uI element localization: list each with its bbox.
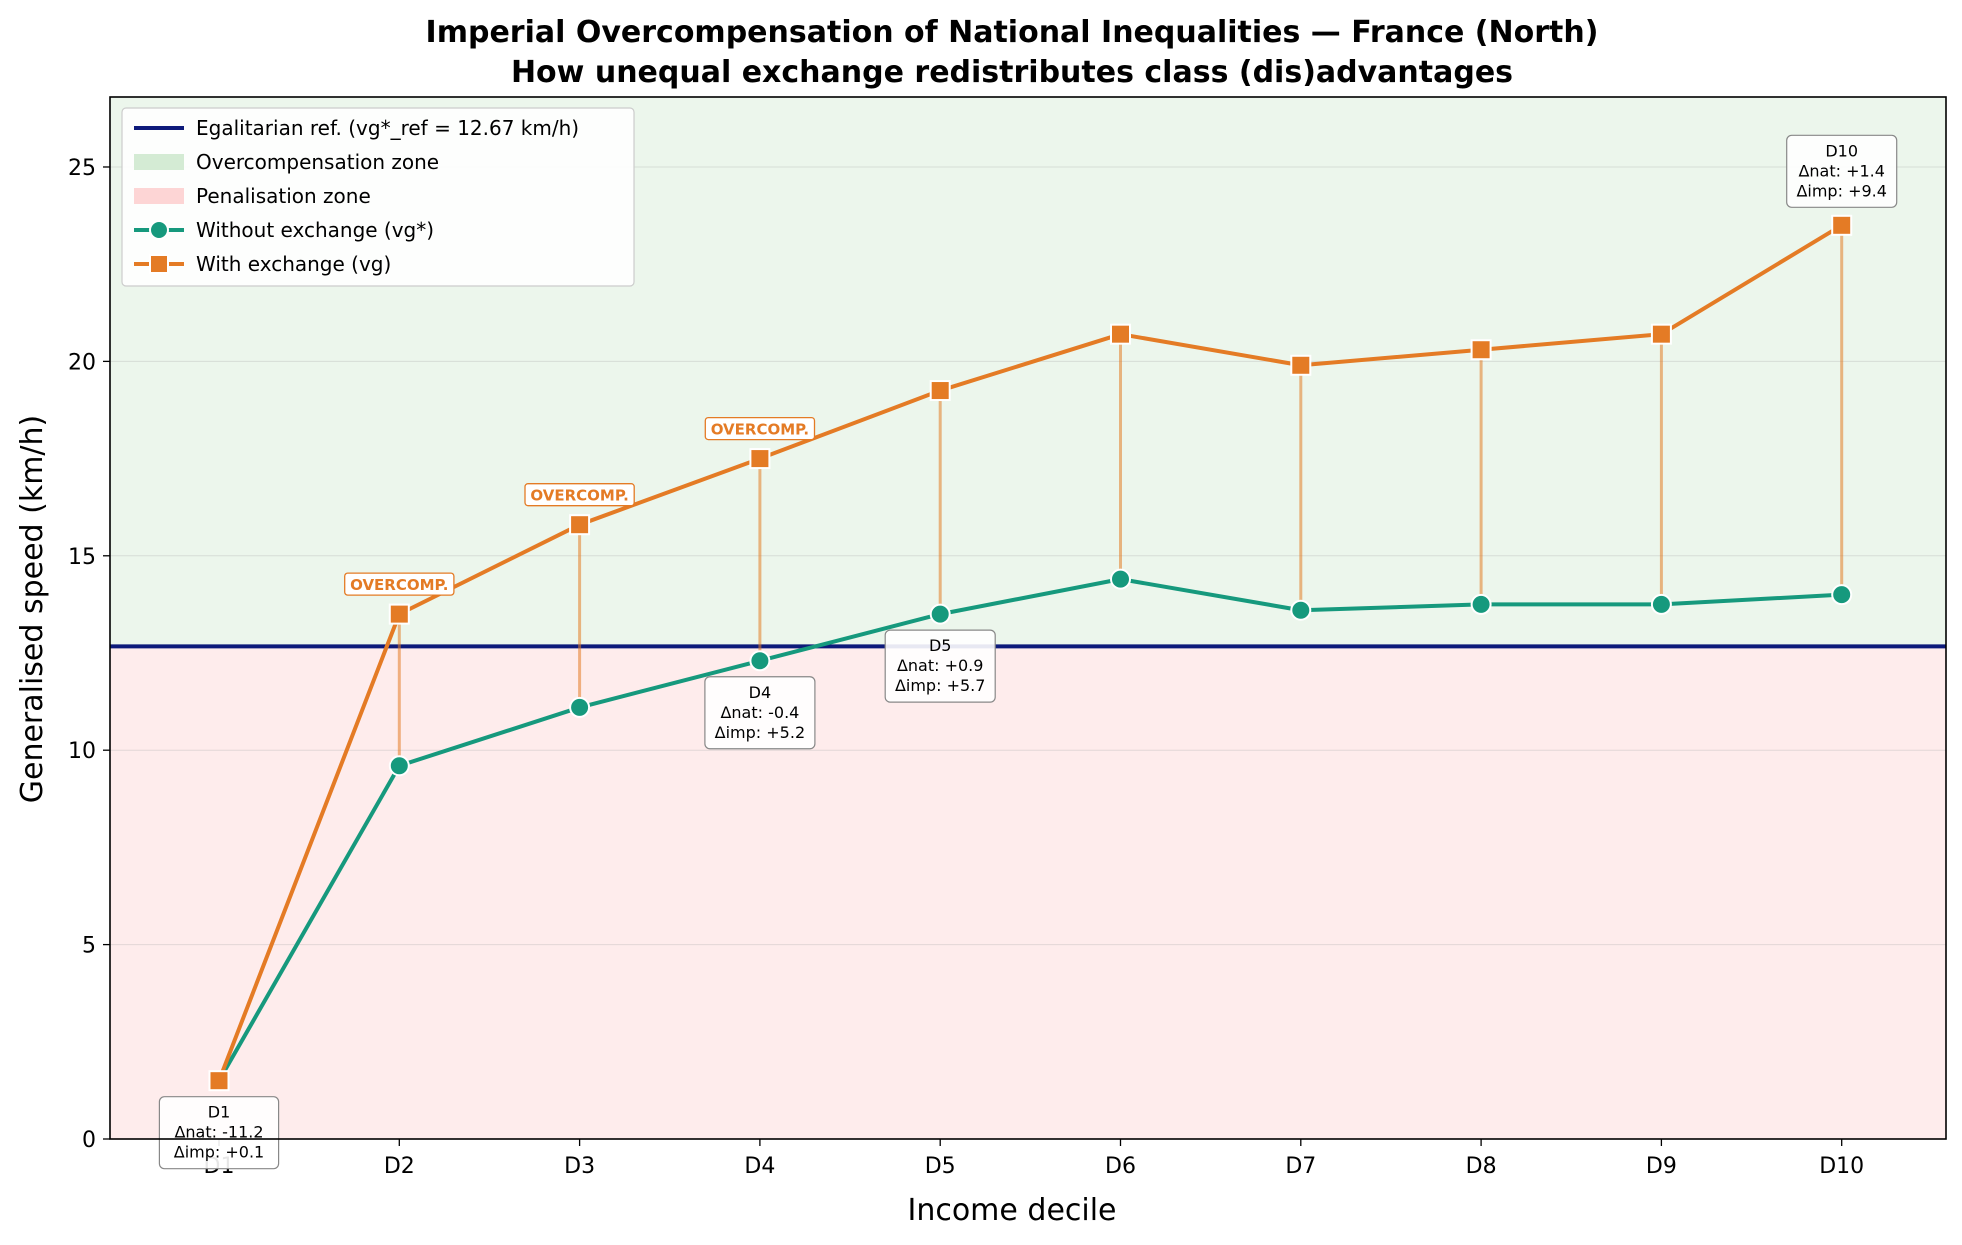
flag-text: OVERCOMP. <box>711 421 809 439</box>
legend-label-without-exchange: Without exchange (vg*) <box>196 218 434 242</box>
y-tick-label: 15 <box>68 545 96 570</box>
legend-handle-overcompensation <box>134 154 184 170</box>
annotation-frame <box>1786 134 1898 208</box>
y-axis-label: Generalised speed (km/h) <box>15 415 50 804</box>
legend-marker-with-exchange <box>149 254 169 274</box>
annotation-text: Δimp: +5.2 <box>715 723 805 742</box>
overcomp-flag: OVERCOMP. <box>524 483 635 507</box>
flag-text: OVERCOMP. <box>350 576 448 594</box>
penalisation-zone <box>110 646 1946 1139</box>
y-tick-label: 5 <box>82 934 96 959</box>
overcomp-flag: OVERCOMP. <box>704 416 816 441</box>
flag-frame <box>344 572 455 596</box>
annotation-text: Δimp: +0.1 <box>174 1143 264 1162</box>
legend-label-overcompensation: Overcompensation zone <box>196 150 439 174</box>
y-tick-label: 25 <box>68 156 96 181</box>
point-without-exchange <box>1290 599 1312 621</box>
point-without-exchange <box>1650 593 1672 615</box>
x-tick-label: D9 <box>1646 1154 1677 1179</box>
chart-subtitle: How unequal exchange redistributes class… <box>511 55 1513 90</box>
x-tick-label: D3 <box>564 1154 595 1179</box>
point-with-exchange <box>388 603 410 625</box>
annotation-text: D5 <box>929 636 952 655</box>
point-without-exchange <box>929 603 951 625</box>
point-with-exchange <box>929 380 951 402</box>
point-without-exchange <box>1470 593 1492 615</box>
legend-label-reference: Egalitarian ref. (vg*_ref = 12.67 km/h) <box>196 116 579 140</box>
annotation-text: Δnat: +0.9 <box>897 656 984 675</box>
point-with-exchange <box>1650 323 1672 345</box>
annotation-text: Δimp: +5.7 <box>895 676 985 695</box>
point-with-exchange <box>1470 339 1492 361</box>
x-tick-label: D2 <box>384 1154 415 1179</box>
flag-frame <box>524 483 635 507</box>
overcomp-flag: OVERCOMP. <box>344 572 455 596</box>
legend-marker-without-exchange <box>149 220 169 240</box>
point-without-exchange <box>388 755 410 777</box>
x-tick-label: D6 <box>1105 1154 1136 1179</box>
point-with-exchange <box>1831 214 1853 236</box>
annotation-text: Δnat: -0.4 <box>720 703 799 722</box>
point-with-exchange <box>569 514 591 536</box>
annotation-frame <box>704 676 816 750</box>
legend-frame <box>121 107 635 287</box>
point-with-exchange <box>1110 323 1131 345</box>
series-line-without-exchange <box>217 577 1842 1082</box>
x-tick-label: D7 <box>1285 1154 1316 1179</box>
flag-frame <box>704 416 816 441</box>
annotation-frame <box>158 1096 280 1170</box>
annotation-text: D1 <box>208 1103 231 1122</box>
flag-text: OVERCOMP. <box>530 487 628 505</box>
x-axis-label: Income decile <box>907 1193 1116 1228</box>
annotation-frame <box>884 629 996 703</box>
annotation-text: Δimp: +9.4 <box>1796 181 1886 200</box>
x-tick-label: D10 <box>1819 1154 1864 1179</box>
legend: Egalitarian ref. (vg*_ref = 12.67 km/h) O… <box>121 107 635 287</box>
x-tick-label: D8 <box>1466 1154 1497 1179</box>
legend-label-with-exchange: With exchange (vg) <box>196 252 391 276</box>
series-line-with-exchange <box>217 223 1843 1082</box>
point-with-exchange <box>749 448 771 470</box>
y-tick-label: 20 <box>68 350 96 375</box>
point-with-exchange <box>208 1070 230 1092</box>
annotation-text: D10 <box>1825 141 1858 160</box>
plot-frame <box>109 96 1947 1140</box>
annotation-text: Δnat: -11.2 <box>174 1123 263 1142</box>
point-without-exchange <box>569 696 591 718</box>
legend-label-penalisation: Penalisation zone <box>196 184 371 208</box>
point-without-exchange <box>749 650 771 672</box>
y-tick-label: 0 <box>82 1128 96 1153</box>
point-without-exchange <box>1110 568 1131 590</box>
x-tick-label: D5 <box>925 1154 956 1179</box>
legend-handle-penalisation <box>134 188 184 204</box>
point-without-exchange <box>1831 584 1853 606</box>
annotation-text: Δnat: +1.4 <box>1798 161 1885 180</box>
point-with-exchange <box>1290 354 1312 376</box>
y-tick-label: 10 <box>68 739 96 764</box>
annotation-text: D4 <box>749 683 772 702</box>
x-tick-label: D4 <box>744 1154 775 1179</box>
chart-title: Imperial Overcompensation of National In… <box>426 15 1599 50</box>
